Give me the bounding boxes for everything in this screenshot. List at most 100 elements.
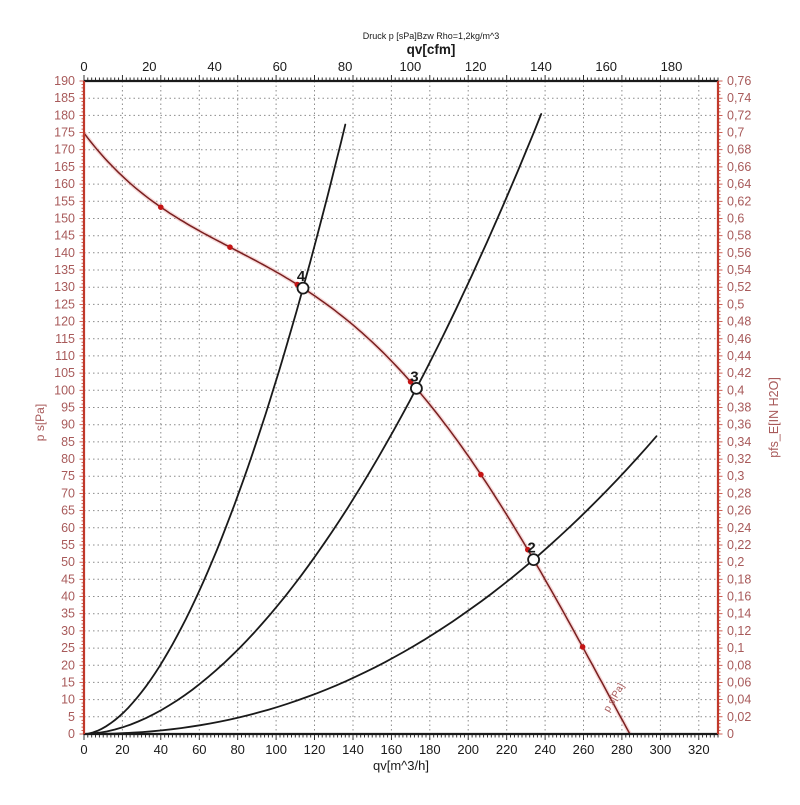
- svg-text:120: 120: [54, 315, 75, 329]
- svg-text:160: 160: [54, 177, 75, 191]
- svg-text:20: 20: [115, 742, 129, 757]
- svg-text:75: 75: [61, 469, 75, 483]
- svg-text:0,62: 0,62: [727, 194, 751, 208]
- svg-text:0,1: 0,1: [727, 641, 744, 655]
- svg-text:180: 180: [661, 59, 683, 74]
- svg-text:80: 80: [61, 452, 75, 466]
- svg-text:45: 45: [61, 572, 75, 586]
- svg-text:0,7: 0,7: [727, 126, 744, 140]
- svg-text:Druck p [sPa]Bzw Rho=1,2kg/m^3: Druck p [sPa]Bzw Rho=1,2kg/m^3: [363, 31, 500, 41]
- svg-text:20: 20: [142, 59, 156, 74]
- svg-text:0,24: 0,24: [727, 521, 751, 535]
- svg-text:90: 90: [61, 418, 75, 432]
- svg-text:115: 115: [55, 332, 75, 346]
- svg-text:240: 240: [534, 742, 556, 757]
- svg-text:145: 145: [54, 229, 75, 243]
- svg-text:0,06: 0,06: [727, 675, 751, 689]
- svg-text:100: 100: [265, 742, 287, 757]
- svg-text:0,58: 0,58: [727, 229, 751, 243]
- svg-text:0,16: 0,16: [727, 590, 751, 604]
- svg-text:0,5: 0,5: [727, 297, 744, 311]
- svg-text:0,64: 0,64: [727, 177, 751, 191]
- svg-text:300: 300: [650, 742, 672, 757]
- svg-text:100: 100: [400, 59, 422, 74]
- svg-text:130: 130: [54, 280, 75, 294]
- svg-text:35: 35: [61, 607, 75, 621]
- svg-text:160: 160: [381, 742, 403, 757]
- svg-text:0,54: 0,54: [727, 263, 751, 277]
- svg-text:175: 175: [54, 126, 75, 140]
- svg-text:125: 125: [54, 297, 75, 311]
- svg-text:70: 70: [61, 486, 75, 500]
- svg-text:0,66: 0,66: [727, 160, 751, 174]
- svg-text:60: 60: [192, 742, 206, 757]
- svg-text:80: 80: [230, 742, 244, 757]
- svg-text:0,08: 0,08: [727, 658, 751, 672]
- svg-text:0: 0: [727, 727, 734, 741]
- svg-text:220: 220: [496, 742, 518, 757]
- svg-text:280: 280: [611, 742, 633, 757]
- svg-text:0,22: 0,22: [727, 538, 751, 552]
- svg-text:180: 180: [419, 742, 441, 757]
- svg-text:105: 105: [54, 366, 75, 380]
- svg-text:p s[Pa]: p s[Pa]: [33, 404, 47, 441]
- svg-text:0,3: 0,3: [727, 469, 744, 483]
- svg-text:180: 180: [54, 108, 75, 122]
- svg-text:15: 15: [61, 675, 75, 689]
- svg-text:190: 190: [54, 74, 75, 88]
- svg-text:40: 40: [154, 742, 168, 757]
- svg-text:165: 165: [54, 160, 75, 174]
- svg-text:140: 140: [530, 59, 552, 74]
- svg-text:3: 3: [410, 368, 418, 385]
- svg-text:qv[cfm]: qv[cfm]: [407, 42, 456, 57]
- svg-text:5: 5: [68, 710, 75, 724]
- svg-text:20: 20: [61, 658, 75, 672]
- svg-text:0,4: 0,4: [727, 383, 744, 397]
- svg-text:140: 140: [342, 742, 364, 757]
- svg-text:0,02: 0,02: [727, 710, 751, 724]
- svg-text:320: 320: [688, 742, 710, 757]
- svg-text:0,74: 0,74: [727, 91, 751, 105]
- svg-text:0,46: 0,46: [727, 332, 751, 346]
- svg-text:0,28: 0,28: [727, 486, 751, 500]
- svg-text:135: 135: [54, 263, 75, 277]
- svg-text:0,12: 0,12: [727, 624, 751, 638]
- svg-text:30: 30: [61, 624, 75, 638]
- svg-text:0: 0: [68, 727, 75, 741]
- svg-text:0,2: 0,2: [727, 555, 744, 569]
- svg-text:0,34: 0,34: [727, 435, 751, 449]
- svg-text:95: 95: [61, 401, 75, 415]
- svg-text:0,32: 0,32: [727, 452, 751, 466]
- svg-text:0: 0: [80, 742, 87, 757]
- svg-text:0,72: 0,72: [727, 108, 751, 122]
- svg-text:110: 110: [55, 349, 75, 363]
- svg-text:0,18: 0,18: [727, 572, 751, 586]
- svg-text:260: 260: [573, 742, 595, 757]
- svg-text:0,76: 0,76: [727, 74, 751, 88]
- svg-text:0,52: 0,52: [727, 280, 751, 294]
- svg-text:0,56: 0,56: [727, 246, 751, 260]
- svg-text:pfs_E[IN H2O]: pfs_E[IN H2O]: [767, 377, 781, 458]
- svg-text:170: 170: [54, 143, 75, 157]
- svg-text:60: 60: [61, 521, 75, 535]
- svg-text:120: 120: [465, 59, 487, 74]
- svg-text:10: 10: [61, 693, 75, 707]
- svg-text:100: 100: [54, 383, 75, 397]
- svg-text:155: 155: [54, 194, 75, 208]
- svg-text:0,42: 0,42: [727, 366, 751, 380]
- svg-text:2: 2: [527, 540, 535, 557]
- svg-text:140: 140: [54, 246, 75, 260]
- svg-text:0,14: 0,14: [727, 607, 751, 621]
- svg-text:150: 150: [54, 212, 75, 226]
- svg-text:0,38: 0,38: [727, 401, 751, 415]
- svg-text:80: 80: [338, 59, 352, 74]
- svg-text:55: 55: [61, 538, 75, 552]
- svg-text:4: 4: [297, 268, 306, 285]
- svg-text:40: 40: [61, 590, 75, 604]
- svg-text:65: 65: [61, 504, 75, 518]
- svg-text:60: 60: [273, 59, 287, 74]
- svg-text:120: 120: [304, 742, 326, 757]
- svg-text:0: 0: [80, 59, 87, 74]
- svg-text:85: 85: [61, 435, 75, 449]
- svg-text:50: 50: [61, 555, 75, 569]
